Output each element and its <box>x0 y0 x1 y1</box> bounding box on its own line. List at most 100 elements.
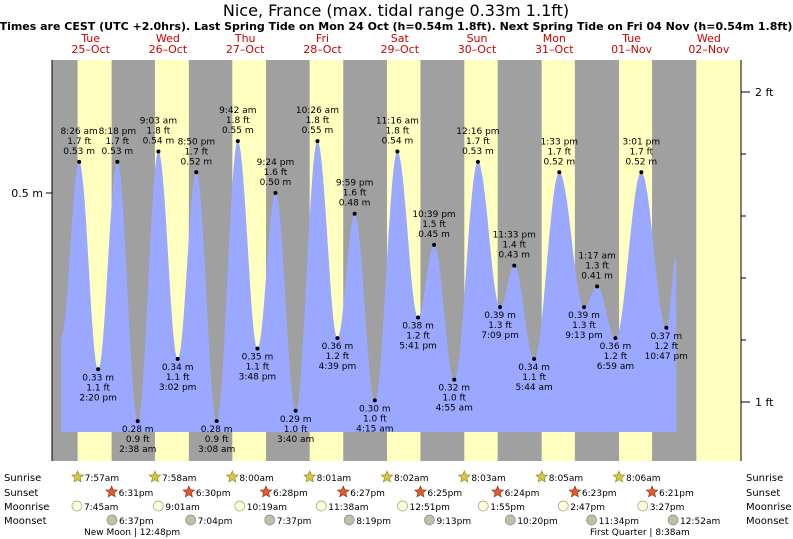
moonrise-icon <box>477 500 489 512</box>
tide-label-text: 3:40 am <box>277 435 314 445</box>
tide-label-text: 0.9 ft <box>205 435 229 445</box>
high-tide-label: 1:33 pm1.7 ft0.52 m <box>541 137 578 175</box>
day-of-week-label: Tue <box>621 32 641 45</box>
day-date-label: 01–Nov <box>611 43 652 56</box>
tide-label-text: 10:26 am <box>296 106 339 116</box>
tide-point <box>582 305 587 310</box>
tide-label-text: 11:33 pm <box>493 231 536 241</box>
tide-label-text: 4:55 am <box>436 404 473 414</box>
tide-label-text: 7:09 pm <box>481 331 519 341</box>
moonrise-icon <box>397 500 408 512</box>
tide-point <box>77 159 82 164</box>
tide-point <box>532 356 537 361</box>
moon-phase-label: New Moon | 12:48pm <box>84 528 180 538</box>
axis-layer <box>51 60 742 461</box>
sunset-icon <box>259 485 273 498</box>
tide-label-text: 1.3 ft <box>488 321 512 331</box>
tide-label-text: 0.53 m <box>63 147 95 157</box>
tide-point <box>498 305 503 310</box>
tide-point <box>557 170 562 175</box>
low-tide-label: 0.36 m1.2 ft6:59 am <box>597 336 634 372</box>
low-tide-label: 0.35 m1.1 ft3:48 pm <box>239 346 277 383</box>
moon-phase-label: First Quarter | 8:38am <box>590 528 690 538</box>
moonset-row-label-right: Moonset <box>746 516 789 527</box>
tide-label-text: 1.1 ft <box>522 373 546 383</box>
tide-label-text: 0.28 m <box>201 425 233 435</box>
tide-label-text: 1.7 ft <box>466 137 490 147</box>
low-tide-label: 0.29 m1.0 ft3:40 am <box>277 408 314 445</box>
moonrise-icon <box>71 500 83 512</box>
tide-label-text: 9:03 am <box>140 117 177 127</box>
day-of-week-label: Wed <box>156 32 180 45</box>
sunset-icon <box>182 485 196 498</box>
chart-title: Nice, France (max. tidal range 0.33m 1.1… <box>223 1 569 20</box>
tide-point <box>639 170 644 175</box>
sunrise-icon <box>457 470 471 483</box>
moonrise-time: 11:38am <box>328 503 368 513</box>
tide-label-text: 1.0 ft <box>442 394 466 404</box>
tide-label-text: 1.6 ft <box>264 168 288 178</box>
tide-label-text: 0.9 ft <box>126 435 150 445</box>
tide-label-text: 10:47 pm <box>645 352 688 362</box>
low-tide-label: 0.39 m1.3 ft9:13 pm <box>565 305 603 341</box>
tide-label-text: 0.29 m <box>280 415 312 425</box>
tide-point <box>432 242 437 247</box>
sunset-time: 6:23pm <box>582 489 617 499</box>
high-tide-label: 8:26 am1.7 ft0.53 m <box>60 127 98 164</box>
day-headers: Tue25–OctWed26–OctThu27–OctFri28–OctSat2… <box>71 32 729 56</box>
tide-point <box>352 211 357 216</box>
tide-labels-layer: 8:26 am1.7 ft0.53 m0.33 m1.1 ft2:20 pm8:… <box>60 106 687 455</box>
tide-label-text: 1.1 ft <box>166 373 190 383</box>
tide-point <box>96 367 101 372</box>
tide-point <box>235 139 240 144</box>
low-tide-label: 0.39 m1.3 ft7:09 pm <box>481 305 519 341</box>
tide-label-text: 0.35 m <box>242 353 274 363</box>
sunrise-time: 8:05am <box>549 474 584 484</box>
tide-label-text: 1.8 ft <box>226 116 250 126</box>
tide-label-text: 0.48 m <box>339 199 371 209</box>
tide-label-text: 0.50 m <box>260 178 292 188</box>
sunset-time: 6:25pm <box>427 489 462 499</box>
sunrise-time: 8:02am <box>394 474 429 484</box>
tide-label-text: 0.37 m <box>650 332 682 342</box>
tide-point <box>452 377 457 382</box>
tide-height-area <box>61 141 677 433</box>
day-of-week-label: Sun <box>467 32 488 45</box>
right-tick-label: 1 ft <box>755 396 774 409</box>
day-date-label: 30–Oct <box>458 43 497 56</box>
moonset-time: 9:13pm <box>436 517 471 527</box>
high-tide-label: 10:26 am1.8 ft0.55 m <box>296 106 339 144</box>
tide-label-text: 1.0 ft <box>363 414 387 424</box>
tide-point <box>512 263 517 268</box>
sunset-icon <box>105 485 119 498</box>
tide-label-text: 0.54 m <box>143 137 175 147</box>
tide-label-text: 1.7 ft <box>629 147 653 157</box>
tide-label-text: 0.30 m <box>359 404 391 414</box>
sunrise-icon <box>71 470 85 483</box>
tide-label-text: 0.32 m <box>438 384 470 394</box>
moonset-icon <box>586 514 597 526</box>
day-date-label: 25–Oct <box>71 43 110 56</box>
tide-label-text: 4:39 pm <box>319 362 357 372</box>
moonset-time: 11:34pm <box>599 517 639 527</box>
tide-label-text: 3:02 pm <box>159 383 197 393</box>
high-tide-label: 9:59 pm1.6 ft0.48 m <box>336 179 374 216</box>
tide-label-text: 0.45 m <box>418 230 450 240</box>
sunset-row-label: Sunset <box>4 488 38 499</box>
tide-point <box>156 149 161 154</box>
low-tide-label: 0.33 m1.1 ft2:20 pm <box>79 367 117 403</box>
low-tide-label: 0.28 m0.9 ft2:38 am <box>119 419 156 455</box>
high-tide-label: 3:01 pm1.7 ft0.52 m <box>623 137 660 175</box>
day-of-week-label: Mon <box>543 32 566 45</box>
tide-point <box>135 419 140 424</box>
tide-label-text: 1.8 ft <box>386 127 410 137</box>
tide-label-text: 0.52 m <box>543 157 575 167</box>
tide-label-text: 0.39 m <box>568 311 600 321</box>
moonrise-icon <box>152 500 164 512</box>
tide-label-text: 9:59 pm <box>336 179 374 189</box>
day-date-label: 29–Oct <box>380 43 419 56</box>
tide-label-text: 1.2 ft <box>604 352 628 362</box>
sunset-icon <box>568 485 582 498</box>
tide-label-text: 3:48 pm <box>239 373 277 383</box>
